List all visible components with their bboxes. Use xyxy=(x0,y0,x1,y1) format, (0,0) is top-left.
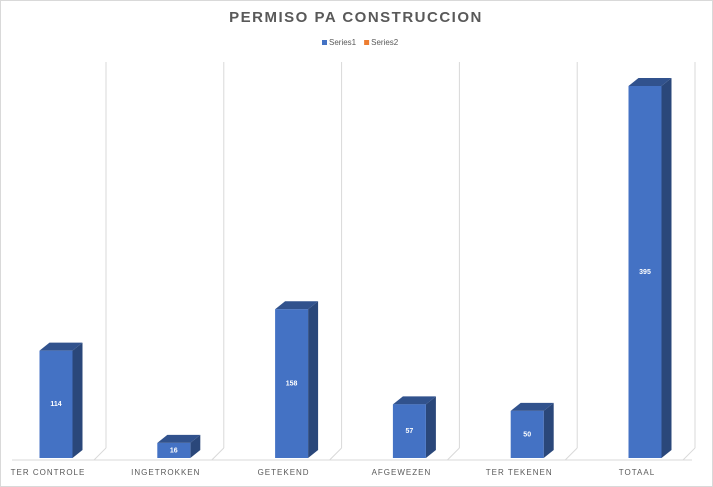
data-label: 395 xyxy=(639,269,651,276)
legend-label: Series1 xyxy=(329,38,357,47)
data-label: 114 xyxy=(50,401,61,408)
bar-top xyxy=(392,396,436,405)
bar-side xyxy=(543,402,554,458)
bar-side xyxy=(425,396,436,458)
x-tick-label: AFGEWEZEN xyxy=(372,468,432,477)
bar-top xyxy=(157,434,201,443)
bar-side xyxy=(308,301,319,458)
x-tick-label: GETEKEND xyxy=(258,468,310,477)
floor-line xyxy=(93,447,107,461)
bar-side xyxy=(72,342,83,458)
floor-line xyxy=(211,447,225,461)
bar xyxy=(392,396,436,458)
floor-line xyxy=(447,447,460,461)
bar-side xyxy=(661,78,672,458)
legend-label: Series2 xyxy=(371,38,399,47)
bar-front xyxy=(392,404,426,458)
bar-top xyxy=(628,78,672,86)
bar-top xyxy=(275,301,319,310)
bar xyxy=(628,78,672,458)
bar-front xyxy=(39,350,73,458)
bar-front xyxy=(628,86,662,458)
bar-front xyxy=(275,309,309,458)
bar xyxy=(39,342,83,458)
x-tick-label: TER TEKENEN xyxy=(486,468,553,477)
data-label: 57 xyxy=(406,428,414,435)
bar-top xyxy=(39,342,83,351)
chart-title: PERMISO PA CONSTRUCCION xyxy=(229,9,483,26)
bar-top xyxy=(510,402,554,411)
x-tick-label: TOTAAL xyxy=(619,468,655,477)
bar-front xyxy=(510,410,544,458)
bar-side xyxy=(190,434,201,458)
x-tick-label: INGETROKKEN xyxy=(131,468,200,477)
data-label: 16 xyxy=(170,447,178,454)
data-label: 158 xyxy=(286,380,298,387)
bar-front xyxy=(157,442,191,458)
bar xyxy=(157,434,201,458)
floor-line xyxy=(682,447,696,461)
legend-swatch xyxy=(364,40,370,45)
floor-line xyxy=(564,447,578,461)
bar xyxy=(275,301,319,458)
floor-line xyxy=(329,447,342,461)
x-tick-label: TER CONTROLE xyxy=(11,468,86,477)
back-wall xyxy=(12,62,696,461)
bar xyxy=(510,402,554,458)
data-label: 50 xyxy=(523,431,531,438)
legend-swatch xyxy=(322,40,327,45)
